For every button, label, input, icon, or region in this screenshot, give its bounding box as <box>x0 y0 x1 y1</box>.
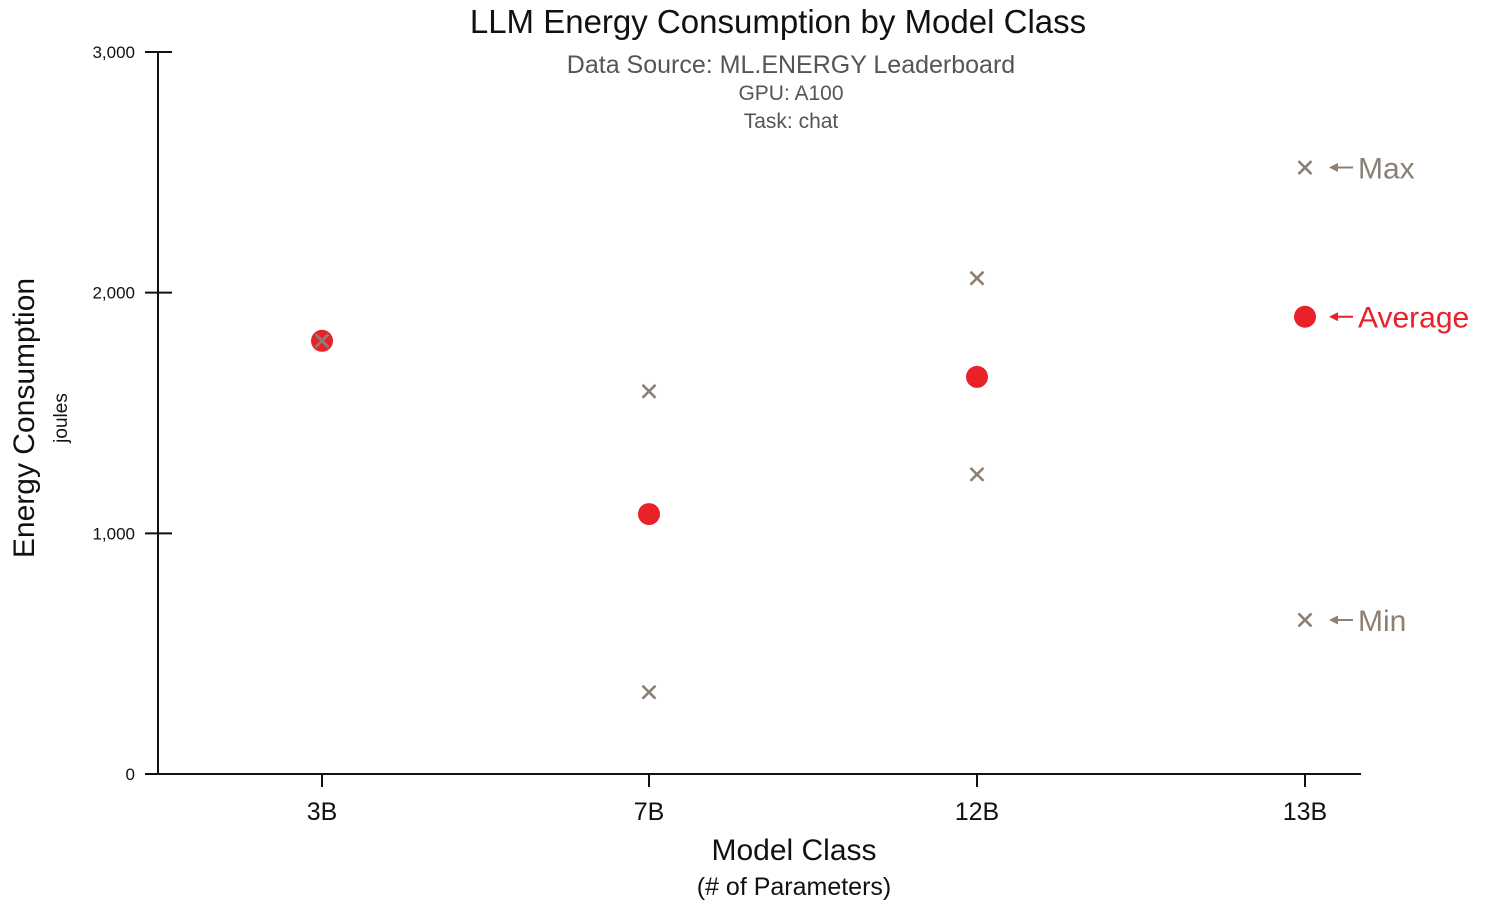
x-tick-label: 3B <box>307 798 338 826</box>
chart-note-gpu: GPU: A100 <box>738 82 843 105</box>
average-annotation: Average <box>1358 302 1469 335</box>
chart-title: LLM Energy Consumption by Model Class <box>470 3 1086 40</box>
average-point <box>638 503 660 526</box>
y-tick-label: 1,000 <box>92 524 135 543</box>
max-arrow-head <box>1329 163 1338 173</box>
min-annotation: Min <box>1358 605 1406 638</box>
y-axis-sublabel: joules <box>51 393 72 444</box>
y-tick-label: 2,000 <box>92 284 135 303</box>
min-point <box>314 333 330 349</box>
min-point <box>969 466 985 482</box>
data-marks <box>311 160 1316 700</box>
x-ticks: 3B 7B 12B 13B <box>307 774 1327 826</box>
chart-note-task: Task: chat <box>744 110 839 133</box>
average-point <box>966 365 988 388</box>
x-tick-label: 12B <box>955 798 999 826</box>
min-arrow-head <box>1329 615 1338 625</box>
average-point <box>1294 305 1316 328</box>
max-point <box>641 383 657 399</box>
max-point <box>1297 160 1313 175</box>
max-point <box>969 270 985 286</box>
x-tick-label: 13B <box>1283 798 1327 826</box>
y-axis-label: Energy Consumption <box>8 278 41 558</box>
average-arrow-head <box>1329 312 1338 322</box>
min-point <box>641 684 657 700</box>
x-tick-label: 7B <box>634 798 665 826</box>
x-axis-label: Model Class <box>711 834 876 867</box>
y-tick-label: 0 <box>126 765 135 784</box>
max-annotation: Max <box>1358 153 1415 186</box>
annotations: Max Average Min <box>1329 153 1469 638</box>
y-tick-label: 3,000 <box>92 43 135 62</box>
y-ticks: 0 1,000 2,000 3,000 <box>92 43 172 784</box>
min-point <box>1297 612 1313 628</box>
x-axis-sublabel: (# of Parameters) <box>697 873 892 901</box>
chart-subtitle: Data Source: ML.ENERGY Leaderboard <box>567 51 1015 79</box>
